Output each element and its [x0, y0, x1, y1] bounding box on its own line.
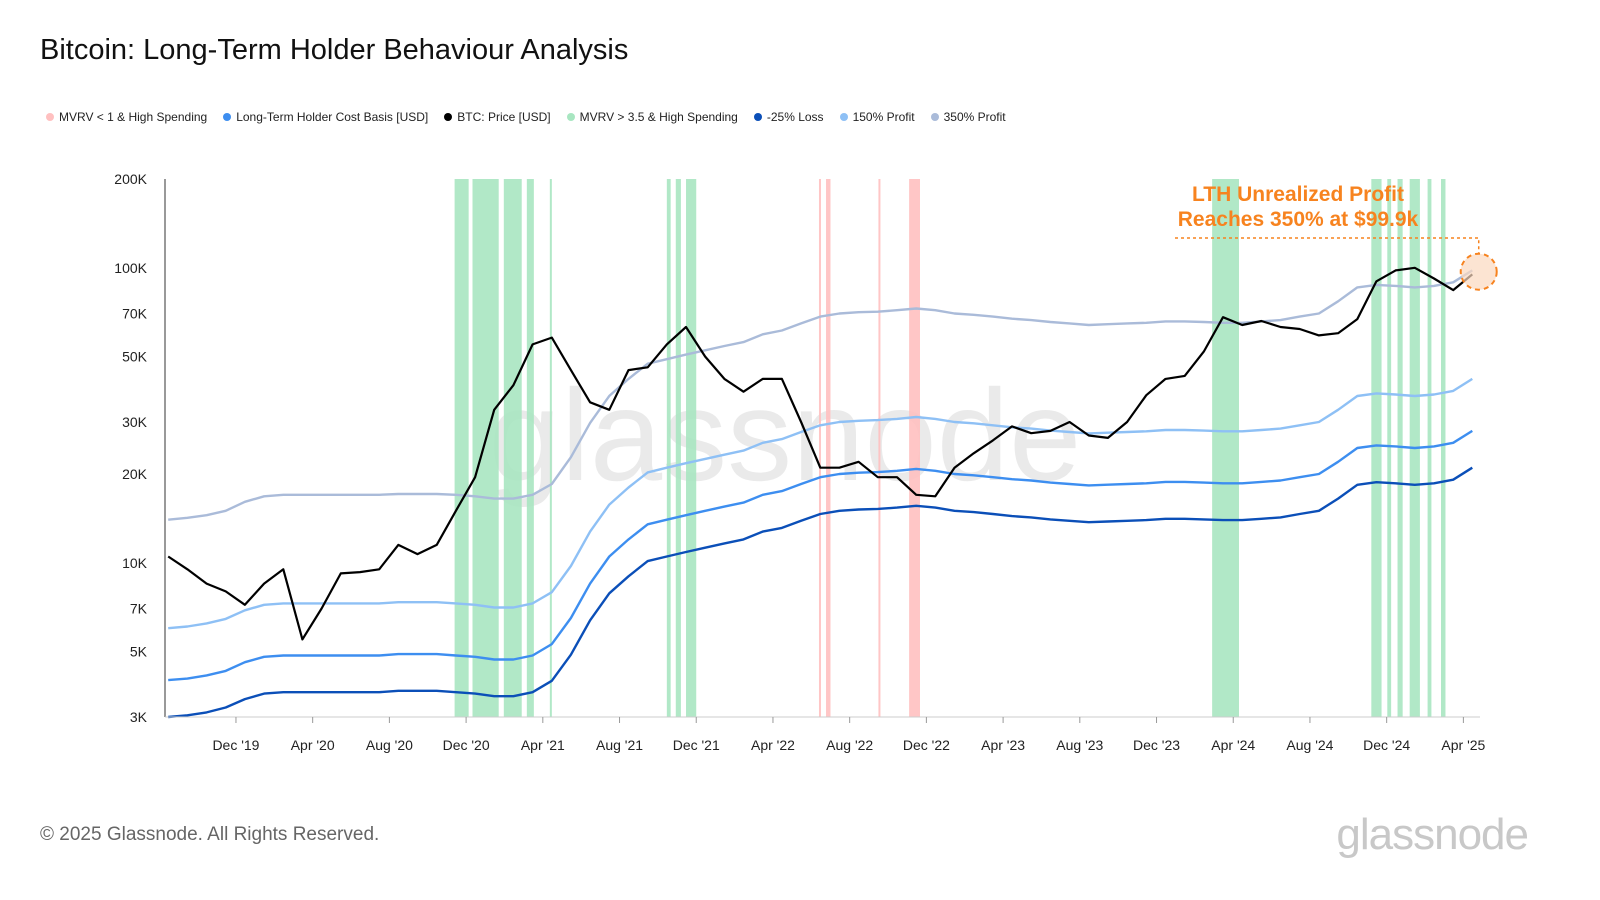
x-tick-label: Aug '21: [596, 737, 643, 753]
band-mvrv_gt_3_5_high_spending: [472, 179, 499, 717]
chart-title: Bitcoin: Long-Term Holder Behaviour Anal…: [40, 34, 629, 66]
y-tick-label: 70K: [122, 305, 148, 321]
legend-dot-icon: [444, 113, 453, 121]
x-tick-label: Aug '24: [1286, 737, 1333, 753]
series-line-150-profit: [168, 377, 1473, 630]
x-tick-label: Dec '24: [1363, 737, 1410, 753]
band-mvrv_gt_3_5_high_spending: [454, 179, 469, 717]
x-tick-label: Apr '20: [291, 737, 335, 753]
y-tick-label: 30K: [122, 414, 148, 430]
series-line--25-loss: [168, 466, 1473, 719]
legend-dot-icon: [930, 113, 939, 121]
band-mvrv_gt_3_5_high_spending: [686, 179, 697, 717]
copyright-footer: © 2025 Glassnode. All Rights Reserved.: [40, 824, 380, 845]
legend-item[interactable]: BTC: Price [USD]: [444, 110, 551, 124]
x-tick-label: Aug '22: [826, 737, 873, 753]
band-mvrv_gt_3_5_high_spending: [1397, 179, 1403, 717]
band-mvrv_gt_3_5_high_spending: [1371, 179, 1382, 717]
x-tick-label: Dec '20: [443, 737, 490, 753]
band-mvrv_lt_1_high_spending: [818, 179, 821, 717]
legend-label: Long-Term Holder Cost Basis [USD]: [236, 110, 429, 124]
legend-label: BTC: Price [USD]: [457, 110, 551, 124]
band-mvrv_gt_3_5_high_spending: [1441, 179, 1446, 717]
y-tick-label: 5K: [130, 644, 148, 660]
legend-label: MVRV < 1 & High Spending: [59, 110, 208, 124]
y-tick-label: 20K: [122, 466, 148, 482]
y-tick-label: 100K: [114, 260, 147, 276]
legend-item[interactable]: 150% Profit: [839, 110, 915, 124]
band-mvrv_lt_1_high_spending: [878, 179, 881, 717]
band-mvrv_gt_3_5_high_spending: [675, 179, 681, 717]
x-tick-label: Apr '25: [1441, 737, 1485, 753]
legend-item[interactable]: 350% Profit: [930, 110, 1006, 124]
glassnode-logo: glassnode: [1336, 810, 1529, 859]
band-mvrv_gt_3_5_high_spending: [666, 179, 671, 717]
annotation-text: Reaches 350% at $99.9k: [1178, 208, 1419, 231]
x-tick-label: Dec '22: [903, 737, 950, 753]
x-tick-label: Dec '19: [212, 737, 259, 753]
x-tick-label: Dec '21: [673, 737, 720, 753]
band-mvrv_lt_1_high_spending: [909, 179, 920, 717]
legend-item[interactable]: Long-Term Holder Cost Basis [USD]: [223, 110, 428, 124]
legend-label: 150% Profit: [852, 110, 915, 124]
band-mvrv_gt_3_5_high_spending: [549, 179, 552, 717]
legend-item[interactable]: MVRV > 3.5 & High Spending: [566, 110, 738, 124]
legend-item[interactable]: MVRV < 1 & High Spending: [46, 110, 207, 124]
band-mvrv_gt_3_5_high_spending: [526, 179, 534, 717]
series-lines: [167, 266, 1473, 719]
legend: MVRV < 1 & High Spending Long-Term Holder…: [46, 110, 1006, 124]
legend-dot-icon: [46, 113, 54, 121]
x-tick-label: Apr '24: [1211, 737, 1255, 753]
band-mvrv_gt_3_5_high_spending: [1387, 179, 1392, 717]
band-mvrv_gt_3_5_high_spending: [1212, 179, 1239, 717]
x-tick-label: Dec '23: [1133, 737, 1180, 753]
series-line-long-term-holder-cost-basis-usd-: [168, 429, 1473, 682]
x-tick-label: Aug '23: [1056, 737, 1103, 753]
series-line-btc-price-usd-: [167, 266, 1473, 641]
legend-label: 350% Profit: [943, 110, 1006, 124]
band-mvrv_gt_3_5_high_spending: [1427, 179, 1432, 717]
annotation-leader-line: [1175, 237, 1480, 254]
band-mvrv_gt_3_5_high_spending: [503, 179, 522, 717]
x-tick-label: Aug '20: [366, 737, 413, 753]
y-tick-label: 10K: [122, 555, 148, 571]
y-tick-label: 200K: [114, 171, 147, 187]
annotation-circle: [1459, 252, 1498, 291]
y-tick-label: 7K: [130, 600, 148, 616]
axes: 200K 100K 70K 50K 30K 20K 10K 7K 5K 3K Dec '19 Apr …: [114, 171, 1485, 753]
x-tick-label: Apr '23: [981, 737, 1025, 753]
legend-label: -25% Loss: [766, 110, 824, 124]
x-tick-label: Apr '21: [521, 737, 565, 753]
legend-dot-icon: [223, 113, 232, 121]
y-tick-label: 50K: [122, 349, 148, 365]
band-mvrv_lt_1_high_spending: [826, 179, 831, 717]
legend-dot-icon: [753, 113, 762, 121]
legend-label: MVRV > 3.5 & High Spending: [579, 110, 738, 124]
y-tick-label: 3K: [130, 709, 148, 725]
legend-item[interactable]: -25% Loss: [753, 110, 824, 124]
annotation-text: LTH Unrealized Profit: [1192, 183, 1404, 206]
x-tick-label: Apr '22: [751, 737, 795, 753]
legend-dot-icon: [839, 113, 848, 121]
legend-dot-icon: [566, 113, 575, 121]
